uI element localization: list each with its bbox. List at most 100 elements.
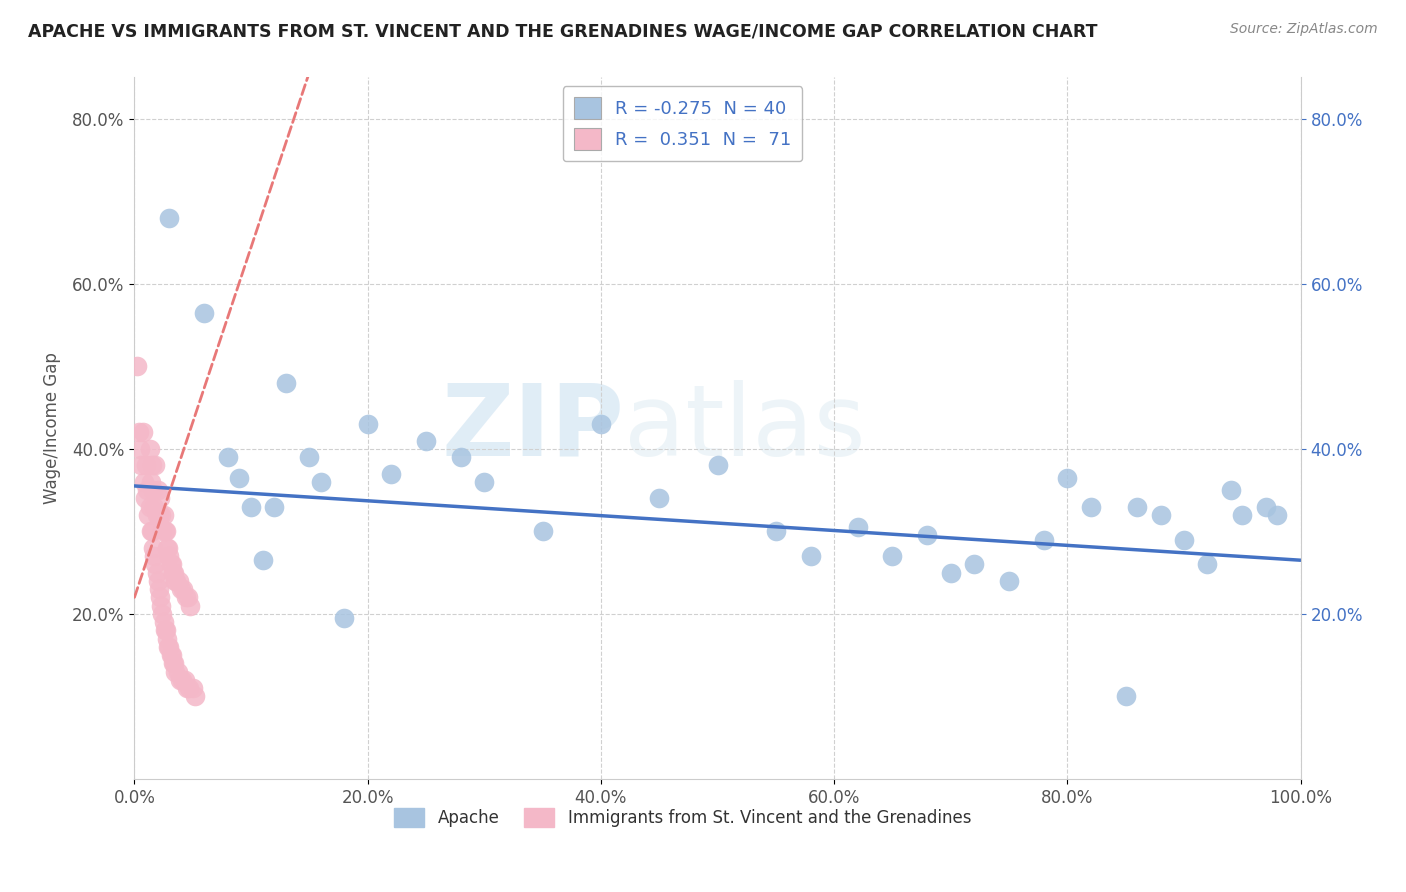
Point: [165, 665, 187, 679]
Point: [142, 483, 165, 497]
Point: [176, 681, 198, 695]
Point: [1056, 471, 1078, 485]
Point: [149, 491, 172, 506]
Point: [156, 632, 179, 646]
Point: [145, 558, 167, 572]
Point: [141, 458, 163, 473]
Point: [172, 673, 194, 687]
Point: [1150, 508, 1173, 522]
Point: [141, 524, 163, 539]
Point: [143, 549, 166, 563]
Point: [152, 615, 174, 629]
Point: [309, 475, 332, 489]
Point: [138, 508, 160, 522]
Point: [152, 508, 174, 522]
Point: [333, 611, 356, 625]
Point: [139, 475, 162, 489]
Point: [380, 467, 402, 481]
Point: [129, 442, 152, 456]
Text: ZIP: ZIP: [441, 380, 624, 476]
Point: [706, 458, 728, 473]
Point: [765, 524, 787, 539]
Point: [1173, 533, 1195, 547]
Point: [152, 524, 174, 539]
Point: [159, 549, 181, 563]
Point: [125, 359, 148, 374]
Point: [165, 574, 187, 588]
Point: [193, 305, 215, 319]
Point: [181, 681, 204, 695]
Point: [357, 417, 380, 431]
Point: [274, 376, 297, 390]
Point: [149, 591, 172, 605]
Point: [162, 566, 184, 580]
Point: [146, 483, 169, 497]
Point: [159, 640, 181, 654]
Point: [846, 520, 869, 534]
Point: [169, 673, 191, 687]
Point: [1232, 508, 1254, 522]
Point: [184, 690, 207, 704]
Point: [162, 657, 184, 671]
Point: [263, 500, 285, 514]
Point: [132, 475, 155, 489]
Point: [179, 599, 201, 613]
Point: [156, 541, 179, 555]
Point: [157, 640, 180, 654]
Point: [217, 450, 239, 464]
Point: [155, 524, 177, 539]
Point: [472, 475, 495, 489]
Point: [150, 508, 173, 522]
Point: [1115, 690, 1137, 704]
Point: [1219, 483, 1241, 497]
Point: [648, 491, 671, 506]
Text: Source: ZipAtlas.com: Source: ZipAtlas.com: [1230, 22, 1378, 37]
Point: [142, 541, 165, 555]
Point: [298, 450, 321, 464]
Point: [148, 508, 170, 522]
Point: [136, 483, 159, 497]
Point: [1265, 508, 1288, 522]
Point: [163, 657, 186, 671]
Point: [131, 425, 153, 440]
Point: [145, 458, 167, 473]
Point: [153, 524, 176, 539]
Point: [166, 665, 188, 679]
Point: [163, 566, 186, 580]
Point: [589, 417, 612, 431]
Point: [134, 491, 156, 506]
Point: [174, 591, 197, 605]
Point: [173, 673, 195, 687]
Point: [1080, 500, 1102, 514]
Point: [800, 549, 823, 563]
Point: [882, 549, 904, 563]
Point: [252, 553, 274, 567]
Point: [167, 574, 190, 588]
Point: [172, 582, 194, 596]
Text: APACHE VS IMMIGRANTS FROM ST. VINCENT AND THE GRENADINES WAGE/INCOME GAP CORRELA: APACHE VS IMMIGRANTS FROM ST. VINCENT AN…: [28, 22, 1098, 40]
Point: [998, 574, 1021, 588]
Point: [179, 681, 201, 695]
Point: [138, 500, 160, 514]
Legend: Apache, Immigrants from St. Vincent and the Grenadines: Apache, Immigrants from St. Vincent and …: [388, 801, 977, 834]
Point: [159, 211, 181, 225]
Point: [240, 500, 263, 514]
Point: [1254, 500, 1277, 514]
Point: [1126, 500, 1149, 514]
Point: [153, 624, 176, 638]
Point: [177, 591, 200, 605]
Point: [170, 582, 193, 596]
Point: [138, 442, 160, 456]
Point: [157, 541, 180, 555]
Point: [145, 508, 167, 522]
Point: [160, 558, 183, 572]
Point: [415, 434, 437, 448]
Point: [139, 524, 162, 539]
Point: [146, 574, 169, 588]
Point: [155, 624, 177, 638]
Point: [531, 524, 554, 539]
Text: atlas: atlas: [624, 380, 866, 476]
Point: [228, 471, 250, 485]
Point: [917, 528, 939, 542]
Point: [152, 607, 174, 621]
